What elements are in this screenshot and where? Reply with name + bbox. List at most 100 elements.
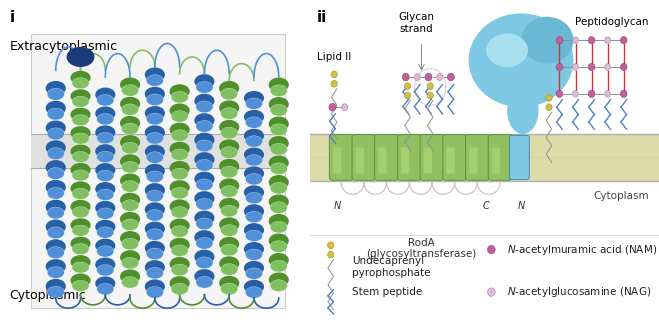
Text: PBP2
(transpeptidase): PBP2 (transpeptidase) [482,51,557,70]
Ellipse shape [196,179,213,191]
FancyBboxPatch shape [378,147,387,174]
Ellipse shape [219,276,239,290]
Ellipse shape [145,144,165,159]
Ellipse shape [219,81,239,95]
Ellipse shape [245,155,262,166]
FancyBboxPatch shape [488,135,512,180]
Ellipse shape [45,160,66,175]
Ellipse shape [341,104,348,111]
Ellipse shape [402,73,409,81]
Ellipse shape [146,113,163,125]
Ellipse shape [270,124,287,136]
Ellipse shape [146,152,163,163]
Ellipse shape [269,233,289,248]
Ellipse shape [146,94,163,106]
Ellipse shape [194,211,214,225]
Ellipse shape [71,144,90,158]
Ellipse shape [196,81,213,93]
Ellipse shape [45,219,66,234]
Ellipse shape [145,221,165,236]
Ellipse shape [171,187,188,199]
Ellipse shape [121,123,138,135]
Ellipse shape [121,238,138,250]
Ellipse shape [196,198,213,210]
FancyBboxPatch shape [443,135,467,180]
Ellipse shape [169,161,190,175]
Ellipse shape [97,114,114,125]
Ellipse shape [620,63,627,71]
Ellipse shape [120,250,140,265]
Ellipse shape [488,245,495,254]
Ellipse shape [145,87,165,101]
FancyBboxPatch shape [355,147,364,174]
Ellipse shape [96,87,115,102]
FancyBboxPatch shape [401,147,409,174]
Ellipse shape [120,116,140,130]
Ellipse shape [72,262,89,273]
Ellipse shape [588,63,595,71]
Ellipse shape [221,88,238,100]
Ellipse shape [328,242,334,249]
Ellipse shape [45,180,66,195]
Ellipse shape [171,283,188,295]
Ellipse shape [120,135,140,149]
Ellipse shape [97,246,114,257]
Ellipse shape [269,97,289,112]
Ellipse shape [72,225,89,236]
Ellipse shape [196,257,213,269]
Ellipse shape [120,77,140,92]
Ellipse shape [436,74,443,80]
Ellipse shape [72,170,89,181]
Ellipse shape [244,91,264,105]
Ellipse shape [221,166,238,178]
Ellipse shape [169,238,190,252]
Ellipse shape [194,113,214,128]
Ellipse shape [146,248,163,260]
Ellipse shape [45,279,66,294]
Ellipse shape [269,77,289,92]
Ellipse shape [588,37,595,44]
Ellipse shape [269,117,289,131]
FancyBboxPatch shape [492,147,500,174]
Text: Extracytoplasmic: Extracytoplasmic [9,40,117,53]
Ellipse shape [97,151,114,162]
Ellipse shape [171,130,188,141]
Ellipse shape [588,90,595,97]
Ellipse shape [45,121,66,135]
Ellipse shape [71,71,90,85]
Ellipse shape [72,115,89,126]
Ellipse shape [573,37,579,44]
Text: Glycan
strand: Glycan strand [398,12,434,34]
Ellipse shape [244,129,264,143]
Ellipse shape [269,136,289,151]
Ellipse shape [145,202,165,217]
Ellipse shape [71,273,90,287]
Ellipse shape [331,80,337,87]
Ellipse shape [45,239,66,254]
Ellipse shape [427,83,434,89]
Ellipse shape [72,280,89,291]
Ellipse shape [245,192,262,204]
Ellipse shape [121,104,138,116]
Ellipse shape [329,104,336,111]
Ellipse shape [121,181,138,192]
Ellipse shape [96,125,115,139]
Ellipse shape [45,81,66,96]
Ellipse shape [270,85,287,96]
Ellipse shape [96,201,115,215]
Ellipse shape [145,183,165,198]
Ellipse shape [405,92,411,99]
Bar [31,134,285,168]
Text: C: C [483,201,490,211]
Ellipse shape [269,195,289,209]
Ellipse shape [121,277,138,288]
Ellipse shape [573,64,579,70]
Ellipse shape [244,280,264,294]
Ellipse shape [96,258,115,272]
Ellipse shape [97,283,114,295]
Ellipse shape [120,193,140,207]
Ellipse shape [194,133,214,147]
Ellipse shape [245,136,262,147]
Ellipse shape [331,71,337,78]
Ellipse shape [120,231,140,246]
